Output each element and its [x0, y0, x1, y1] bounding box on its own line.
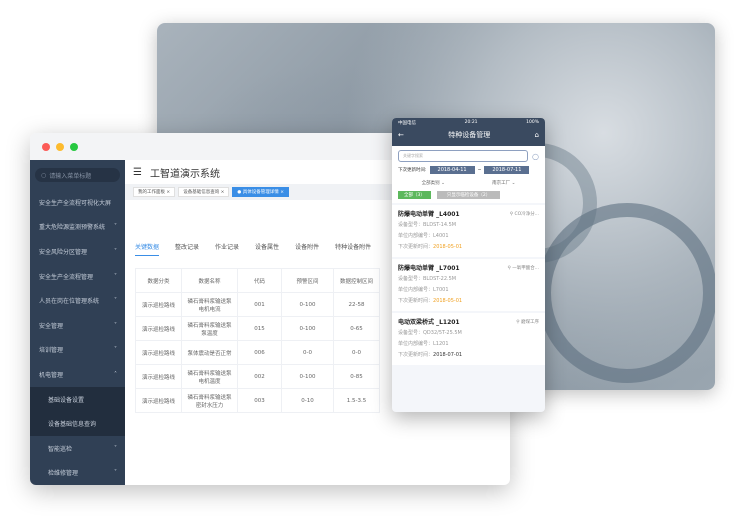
tag-device-query[interactable]: 设备基础信息查询 ×: [178, 187, 230, 197]
maximize-dot[interactable]: [70, 142, 78, 151]
mobile-screen: 中国电信 20:21 100% ← 特种设备管理 ⌂ 关键字搜索 ○ 下次更新时间: 2…: [392, 118, 545, 412]
table-row: 演示巡检路线 磷石膏料浆输送泵泵温度 015 0-100 0-65: [135, 316, 380, 341]
type-filter[interactable]: 全部类别 ⌄: [421, 181, 445, 186]
table-cell: 0-0: [281, 340, 334, 365]
chevron-up-icon: ˄: [114, 370, 117, 378]
desktop-window: ○ 请输入菜单标题 安全生产全流程可视化大屏 重大危险源监测预警系统 ˅ 安全风险分区管…: [30, 133, 510, 485]
sidebar-item[interactable]: 基础设备设置: [30, 386, 125, 412]
column-header: 预警区间: [281, 268, 334, 293]
page-title: 特种设备管理: [448, 131, 491, 139]
table-cell: 22-58: [333, 292, 380, 317]
sidebar-item[interactable]: 安全生产全流程管理 ˅: [39, 272, 117, 281]
search-input[interactable]: 关键字搜索: [398, 150, 529, 162]
table-cell: 磷石膏料浆输送泵电机温度: [181, 364, 238, 389]
tab[interactable]: 关键数据: [135, 242, 160, 256]
menu-icon[interactable]: ☰: [133, 166, 142, 178]
table-cell: 003: [237, 388, 282, 413]
table-cell: 演示巡检路线: [135, 388, 182, 413]
table-cell: 磷石膏料浆输送泵电机电流: [181, 292, 238, 317]
device-card[interactable]: 防爆电动单臂 _L7001 ⚲ 一氧甲酸合... 设备型号：BLDST-22.5M 单…: [392, 259, 545, 311]
chevron-down-icon: ˅: [114, 346, 117, 354]
tab[interactable]: 作业记录: [215, 244, 240, 251]
sidebar-item[interactable]: 安全风险分区管理 ˅: [39, 247, 117, 256]
table-cell: 0-100: [281, 364, 334, 389]
factory-filter[interactable]: 南京工厂 ⌄: [492, 181, 516, 186]
back-icon[interactable]: ←: [398, 131, 404, 139]
sidebar-item[interactable]: 安全生产全流程可视化大屏: [39, 199, 112, 207]
table-cell: 演示巡检路线: [135, 340, 182, 365]
location-icon: ⚲: [509, 212, 514, 217]
sidebar: ○ 请输入菜单标题 安全生产全流程可视化大屏 重大危险源监测预警系统 ˅ 安全风险分区管…: [30, 160, 125, 485]
table-cell: 演示巡检路线: [135, 316, 182, 341]
sidebar-item[interactable]: 安全管理 ˅: [39, 321, 117, 330]
tab[interactable]: 特种设备附件: [335, 244, 372, 251]
table-cell: 0-10: [281, 388, 334, 413]
sidebar-item[interactable]: 设备基础信息查询: [30, 411, 125, 436]
table-cell: 0-85: [333, 364, 380, 389]
all-button[interactable]: 全部（3）: [398, 191, 431, 199]
table-cell: 演示巡检路线: [135, 292, 182, 317]
device-card[interactable]: 防爆电动单臂 _L4001 ⚲ CO冷净分... 设备型号：BLDST-14.5M 单…: [392, 205, 545, 257]
table-row: 演示巡检路线 泵体震动是否正常 006 0-0 0-0: [135, 340, 380, 365]
device-card[interactable]: 电动双梁桥式 _L1201 ⚲ 磨煤工序 设备型号：QD32/5T-25.5M 单位内…: [392, 313, 545, 365]
chevron-down-icon: ˅: [114, 247, 117, 255]
data-table: 数据分类 数据名称 代码 预警区间 数据控制区间 演示巡检路线 磷石膏料浆输送泵电机电流 00…: [135, 268, 380, 413]
table-cell: 015: [237, 316, 282, 341]
column-header: 数据控制区间: [333, 268, 380, 293]
sidebar-item[interactable]: 培训管理 ˅: [39, 346, 117, 355]
sidebar-item[interactable]: 机电管理 ˄: [39, 370, 117, 379]
location-icon: ⚲: [516, 320, 520, 325]
sidebar-item[interactable]: 智能巡检 ˅: [48, 444, 117, 453]
table-row: 演示巡检路线 磷石膏料浆输送泵电机电流 001 0-100 22-58: [135, 292, 380, 317]
main-content: ☰ 工智道演示系统 我的工作面板 × 设备基础信息查询 × ● 具体设备管理详情 …: [125, 160, 510, 485]
column-header: 数据名称: [181, 268, 238, 293]
tabs: 关键数据 整改记录 作业记录 设备属性 设备附件 特种设备附件: [135, 242, 371, 256]
tab[interactable]: 设备附件: [295, 244, 320, 251]
table-cell: 磷石膏料浆输送泵泵温度: [181, 316, 238, 341]
chevron-down-icon: ˅: [114, 444, 117, 452]
table-cell: 0-100: [281, 316, 334, 341]
chevron-down-icon: ˅: [114, 321, 117, 329]
inspection-only-button[interactable]: 只显示临检设备（2）: [436, 191, 501, 199]
table-cell: 磷石膏料浆输送泵密封水压力: [181, 388, 238, 413]
home-icon[interactable]: ⌂: [534, 131, 539, 139]
sidebar-item[interactable]: 重大危险源监测预警系统 ˅: [39, 223, 117, 232]
chevron-down-icon: ˅: [114, 469, 117, 477]
chevron-down-icon: ˅: [114, 223, 117, 231]
column-header: 代码: [237, 268, 282, 293]
menu-search-input[interactable]: ○ 请输入菜单标题: [35, 168, 120, 182]
app-title: 工智道演示系统: [149, 168, 220, 180]
table-row: 演示巡检路线 磷石膏料浆输送泵电机温度 002 0-100 0-85: [135, 364, 380, 389]
table-cell: 0-65: [333, 316, 380, 341]
status-bar: 中国电信 20:21 100%: [398, 120, 539, 126]
date-to[interactable]: 2018-07-11: [484, 166, 530, 174]
tag-workbench[interactable]: 我的工作面板 ×: [133, 187, 176, 197]
close-dot[interactable]: [42, 142, 50, 151]
table-cell: 0-100: [281, 292, 334, 317]
table-row: 演示巡检路线 磷石膏料浆输送泵密封水压力 003 0-10 1.5-3.5: [135, 388, 380, 413]
sidebar-item[interactable]: 检维修管理 ˅: [48, 469, 117, 478]
tab[interactable]: 设备属性: [255, 244, 280, 251]
tab[interactable]: 整改记录: [175, 244, 200, 251]
table-cell: 泵体震动是否正常: [181, 340, 238, 365]
table-cell: 演示巡检路线: [135, 364, 182, 389]
column-header: 数据分类: [135, 268, 182, 293]
table-cell: 1.5-3.5: [333, 388, 380, 413]
date-from[interactable]: 2018-04-11: [429, 166, 475, 174]
chevron-down-icon: ˅: [114, 297, 117, 305]
table-cell: 006: [237, 340, 282, 365]
table-cell: 002: [237, 364, 282, 389]
location-icon: ⚲: [507, 266, 511, 271]
minimize-dot[interactable]: [56, 142, 64, 151]
search-icon: ○: [41, 171, 47, 179]
chevron-down-icon: ˅: [114, 272, 117, 280]
table-cell: 001: [237, 292, 282, 317]
sidebar-item[interactable]: 人员在岗在位管理系统 ˅: [39, 297, 117, 306]
tag-device-detail[interactable]: ● 具体设备管理详情 ×: [232, 187, 289, 197]
search-icon[interactable]: ○: [532, 151, 539, 161]
table-cell: 0-0: [333, 340, 380, 365]
